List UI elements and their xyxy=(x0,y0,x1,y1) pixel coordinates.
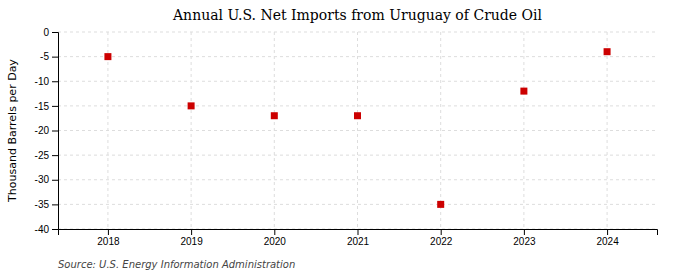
x-tick-label: 2023 xyxy=(513,236,536,247)
x-tick: 2018 xyxy=(97,229,120,247)
grid-line xyxy=(58,130,657,131)
x-tick: 2019 xyxy=(180,229,203,247)
x-tick-label: 2020 xyxy=(264,236,287,247)
y-tick: -25 xyxy=(35,150,58,161)
y-tick: 0 xyxy=(43,27,58,38)
y-tick-mark xyxy=(52,131,58,132)
y-tick-mark xyxy=(52,106,58,107)
y-tick: -5 xyxy=(40,51,58,62)
y-axis: 0 -5 -10 -15 -20 -25 -30 -35 -40 xyxy=(35,27,59,235)
y-tick-mark xyxy=(52,32,58,33)
y-tick: -10 xyxy=(35,76,58,87)
x-tick-mark xyxy=(108,229,109,235)
y-tick-mark xyxy=(52,204,58,205)
grid-line xyxy=(58,32,657,33)
y-tick: -35 xyxy=(35,199,58,210)
grid-line xyxy=(58,56,657,57)
x-tick-mark xyxy=(191,229,192,235)
x-tick-label: 2019 xyxy=(180,236,203,247)
y-tick: -15 xyxy=(35,101,58,112)
y-tick-label: -10 xyxy=(35,76,50,87)
point xyxy=(437,201,444,208)
y-tick-label: -20 xyxy=(35,125,50,136)
title: Annual U.S. Net Imports from Uruguay of … xyxy=(172,7,543,23)
x-tick-mark xyxy=(274,229,275,235)
grid xyxy=(58,32,657,229)
y-tick: -30 xyxy=(35,174,58,185)
y-tick-label: -25 xyxy=(35,150,50,161)
grid-line xyxy=(58,81,657,82)
x-tick-mark xyxy=(607,229,608,235)
x-tick-label: 2024 xyxy=(596,236,619,247)
grid-line xyxy=(523,32,524,229)
source-note: Source: U.S. Energy Information Administ… xyxy=(58,259,295,270)
point xyxy=(188,102,195,109)
x-axis-line xyxy=(59,230,658,236)
y-tick-mark xyxy=(52,81,58,82)
y-tick-mark xyxy=(52,155,58,156)
x-tick-mark xyxy=(441,229,442,235)
y-axis-title: Thousand Barrels per Day xyxy=(6,59,19,203)
point xyxy=(604,48,611,55)
point xyxy=(520,88,527,95)
x-tick-mark xyxy=(358,229,359,235)
chart: 2018 2019 2020 2021 2022 2023 2024 0 -5 -10 -15 -20… xyxy=(0,0,675,275)
x-tick: 2024 xyxy=(596,229,619,247)
y-tick-label: -40 xyxy=(35,224,50,235)
grid-line xyxy=(357,32,358,229)
y-tick-label: -15 xyxy=(35,101,50,112)
y-tick-mark xyxy=(52,57,58,58)
y-tick-mark xyxy=(52,180,58,181)
y-axis-line xyxy=(52,33,59,230)
y-tick: -20 xyxy=(35,125,58,136)
point xyxy=(354,112,361,119)
x-tick: 2020 xyxy=(264,229,287,247)
y-tick-mark xyxy=(52,229,58,230)
x-tick-label: 2018 xyxy=(97,236,120,247)
y-tick-label: -30 xyxy=(35,174,50,185)
y-tick-label: -35 xyxy=(35,199,50,210)
x-tick: 2021 xyxy=(347,229,370,247)
y-tick: -40 xyxy=(35,224,58,235)
x-tick-label: 2021 xyxy=(347,236,370,247)
grid-line xyxy=(58,155,657,156)
grid-line xyxy=(58,204,657,205)
grid-line xyxy=(58,105,657,106)
point xyxy=(104,53,111,60)
x-axis: 2018 2019 2020 2021 2022 2023 2024 xyxy=(59,229,658,247)
y-tick-label: 0 xyxy=(43,27,49,38)
point xyxy=(271,112,278,119)
y-tick-label: -5 xyxy=(40,51,49,62)
x-tick: 2022 xyxy=(430,229,453,247)
x-tick-mark xyxy=(524,229,525,235)
x-tick: 2023 xyxy=(513,229,536,247)
grid-line xyxy=(440,32,441,229)
x-tick-label: 2022 xyxy=(430,236,453,247)
points xyxy=(104,48,610,208)
grid-line xyxy=(58,179,657,180)
